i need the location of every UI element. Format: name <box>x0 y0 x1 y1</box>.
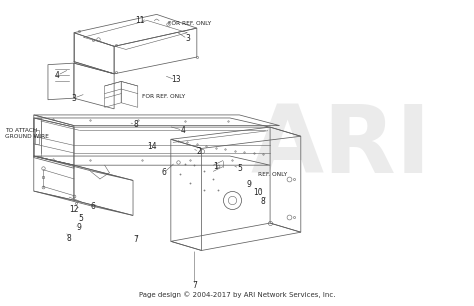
Text: 4: 4 <box>55 71 60 80</box>
Text: TO ATTACH
GROUND WIRE: TO ATTACH GROUND WIRE <box>5 128 49 139</box>
Text: 8: 8 <box>67 234 72 243</box>
Text: 13: 13 <box>171 75 181 84</box>
Text: 14: 14 <box>147 142 157 151</box>
Text: 8: 8 <box>261 197 265 206</box>
Text: REF. ONLY: REF. ONLY <box>258 172 287 177</box>
Text: 5: 5 <box>79 214 83 223</box>
Text: 9: 9 <box>246 181 251 189</box>
Text: 6: 6 <box>161 168 166 177</box>
Text: 9: 9 <box>76 223 81 232</box>
Text: FOR REF. ONLY: FOR REF. ONLY <box>168 21 211 26</box>
Text: ARI: ARI <box>251 101 431 193</box>
Text: 3: 3 <box>185 34 190 43</box>
Text: 5: 5 <box>237 164 242 173</box>
Text: FOR REF. ONLY: FOR REF. ONLY <box>143 94 186 99</box>
Text: Page design © 2004-2017 by ARI Network Services, Inc.: Page design © 2004-2017 by ARI Network S… <box>139 291 335 298</box>
Text: 8: 8 <box>133 120 138 129</box>
Text: 11: 11 <box>136 16 145 25</box>
Text: 12: 12 <box>69 205 79 214</box>
Text: 4: 4 <box>180 126 185 135</box>
Text: 3: 3 <box>72 94 76 103</box>
Text: 1: 1 <box>213 162 218 171</box>
Text: 6: 6 <box>91 202 95 211</box>
Text: 7: 7 <box>192 281 197 290</box>
Text: 7: 7 <box>133 235 138 244</box>
Text: 10: 10 <box>254 188 263 197</box>
Text: 2: 2 <box>197 147 201 156</box>
